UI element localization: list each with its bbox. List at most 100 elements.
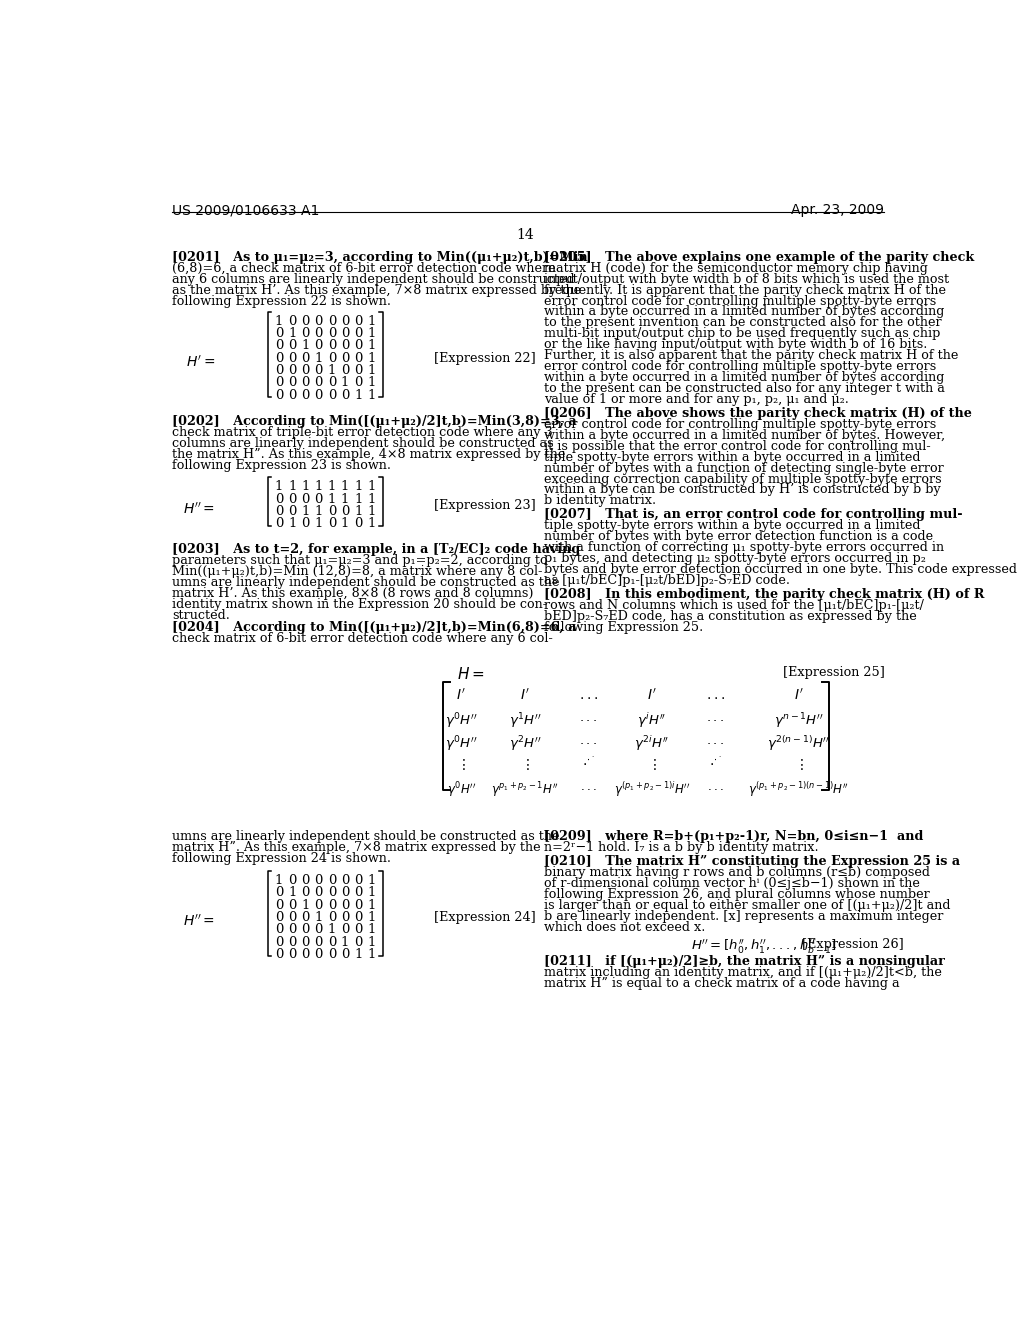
Text: 0: 0 [288, 376, 297, 389]
Text: $I'$: $I'$ [520, 688, 529, 704]
Text: 0: 0 [301, 936, 309, 949]
Text: 0: 0 [301, 886, 309, 899]
Text: frequently. It is apparent that the parity check matrix H of the: frequently. It is apparent that the pari… [544, 284, 946, 297]
Text: $\gamma^{2}H''$: $\gamma^{2}H''$ [509, 734, 541, 754]
Text: 14: 14 [516, 227, 534, 242]
Text: 0: 0 [341, 874, 349, 887]
Text: parameters such that μ₁=μ₂=3 and p₁=p₂=2, according to: parameters such that μ₁=μ₂=3 and p₁=p₂=2… [172, 554, 548, 568]
Text: to the present can be constructed also for any integer t with a: to the present can be constructed also f… [544, 381, 945, 395]
Text: 1: 1 [288, 886, 297, 899]
Text: 0: 0 [301, 351, 309, 364]
Text: 0: 0 [274, 492, 284, 506]
Text: columns are linearly independent should be constructed as: columns are linearly independent should … [172, 437, 554, 450]
Text: 1: 1 [301, 339, 309, 352]
Text: US 2009/0106633 A1: US 2009/0106633 A1 [172, 203, 319, 216]
Text: [0208]   In this embodiment, the parity check matrix (H) of R: [0208] In this embodiment, the parity ch… [544, 589, 985, 601]
Text: 0: 0 [354, 874, 362, 887]
Text: $H' =$: $H' =$ [185, 355, 215, 370]
Text: with a function of correcting μ₁ spotty-byte errors occurred in: with a function of correcting μ₁ spotty-… [544, 541, 944, 554]
Text: 0: 0 [354, 314, 362, 327]
Text: 1: 1 [301, 506, 309, 517]
Text: 0: 0 [314, 314, 323, 327]
Text: $...$: $...$ [707, 711, 725, 725]
Text: 1: 1 [368, 480, 376, 494]
Text: 1: 1 [354, 506, 362, 517]
Text: 1: 1 [288, 517, 297, 531]
Text: $\gamma^{2(n-1)}H''$: $\gamma^{2(n-1)}H''$ [767, 734, 829, 754]
Text: following Expression 23 is shown.: following Expression 23 is shown. [172, 458, 391, 471]
Text: 1: 1 [274, 480, 284, 494]
Text: $\vdots$: $\vdots$ [794, 758, 803, 772]
Text: number of bytes with a function of detecting single-byte error: number of bytes with a function of detec… [544, 462, 944, 475]
Text: [0209]   where R=b+(p₁+p₂-1)r, N=bn, 0≤i≤n−1  and: [0209] where R=b+(p₁+p₂-1)r, N=bn, 0≤i≤n… [544, 830, 924, 843]
Text: 0: 0 [288, 388, 297, 401]
Text: 1: 1 [354, 388, 362, 401]
Text: input/output with byte width b of 8 bits which is used the most: input/output with byte width b of 8 bits… [544, 273, 949, 285]
Text: 0: 0 [341, 388, 349, 401]
Text: 0: 0 [274, 376, 284, 389]
Text: 1: 1 [341, 376, 349, 389]
Text: 0: 0 [341, 911, 349, 924]
Text: $\gamma^{0}H''$: $\gamma^{0}H''$ [445, 734, 477, 754]
Text: 0: 0 [288, 364, 297, 378]
Text: [Expression 23]: [Expression 23] [434, 499, 536, 512]
Text: matrix including an identity matrix, and if [(μ₁+μ₂)/2]t<b, the: matrix including an identity matrix, and… [544, 966, 942, 979]
Text: 0: 0 [314, 948, 323, 961]
Text: $I'$: $I'$ [794, 688, 803, 704]
Text: value of 1 or more and for any p₁, p₂, μ₁ and μ₂.: value of 1 or more and for any p₁, p₂, μ… [544, 393, 849, 407]
Text: following Expression 26, and plural columns whose number: following Expression 26, and plural colu… [544, 888, 930, 902]
Text: 0: 0 [301, 376, 309, 389]
Text: 1: 1 [328, 364, 336, 378]
Text: $\gamma^{0}H''$: $\gamma^{0}H''$ [445, 711, 477, 731]
Text: 1: 1 [368, 492, 376, 506]
Text: 0: 0 [341, 327, 349, 341]
Text: 0: 0 [301, 388, 309, 401]
Text: following Expression 24 is shown.: following Expression 24 is shown. [172, 853, 391, 866]
Text: 1: 1 [368, 874, 376, 887]
Text: within a byte occurred in a limited number of bytes. However,: within a byte occurred in a limited numb… [544, 429, 945, 442]
Text: 0: 0 [354, 327, 362, 341]
Text: within a byte can be constructed by H’ is constructed by b by: within a byte can be constructed by H’ i… [544, 483, 941, 496]
Text: multi-bit input/output chip to be used frequently such as chip: multi-bit input/output chip to be used f… [544, 327, 941, 341]
Text: 1: 1 [368, 364, 376, 378]
Text: $...$: $...$ [580, 734, 598, 747]
Text: 0: 0 [274, 936, 284, 949]
Text: 1: 1 [341, 492, 349, 506]
Text: 0: 0 [274, 388, 284, 401]
Text: 0: 0 [274, 886, 284, 899]
Text: 0: 0 [354, 339, 362, 352]
Text: error control code for controlling multiple spotty-byte errors: error control code for controlling multi… [544, 418, 936, 430]
Text: 1: 1 [314, 911, 323, 924]
Text: 1: 1 [368, 351, 376, 364]
Text: $\cdot^{\cdot^\cdot}$: $\cdot^{\cdot^\cdot}$ [710, 758, 722, 771]
Text: $...$: $...$ [580, 711, 598, 725]
Text: 1: 1 [341, 517, 349, 531]
Text: following Expression 22 is shown.: following Expression 22 is shown. [172, 294, 391, 308]
Text: [Expression 26]: [Expression 26] [802, 939, 904, 952]
Text: matrix H’. As this example, 8×8 (8 rows and 8 columns): matrix H’. As this example, 8×8 (8 rows … [172, 587, 534, 601]
Text: check matrix of 6-bit error detection code where any 6 col-: check matrix of 6-bit error detection co… [172, 632, 553, 645]
Text: 1: 1 [368, 948, 376, 961]
Text: $...$: $...$ [708, 780, 724, 793]
Text: b identity matrix.: b identity matrix. [544, 495, 656, 507]
Text: 0: 0 [328, 376, 336, 389]
Text: Min((μ₁+μ₂)t,b)=Min (12,8)=8, a matrix where any 8 col-: Min((μ₁+μ₂)t,b)=Min (12,8)=8, a matrix w… [172, 565, 543, 578]
Text: error control code for controlling multiple spotty-byte errors: error control code for controlling multi… [544, 360, 936, 374]
Text: number of bytes with byte error detection function is a code: number of bytes with byte error detectio… [544, 531, 933, 544]
Text: 0: 0 [288, 936, 297, 949]
Text: it is possible that the error control code for controlling mul-: it is possible that the error control co… [544, 440, 931, 453]
Text: 1: 1 [354, 492, 362, 506]
Text: 1: 1 [314, 480, 323, 494]
Text: 0: 0 [341, 923, 349, 936]
Text: $\gamma^{0}H''$: $\gamma^{0}H''$ [446, 780, 476, 800]
Text: (6,8)=6, a check matrix of 6-bit error detection code where: (6,8)=6, a check matrix of 6-bit error d… [172, 261, 556, 275]
Text: 0: 0 [341, 948, 349, 961]
Text: 0: 0 [328, 506, 336, 517]
Text: 1: 1 [368, 388, 376, 401]
Text: $\gamma^{i}H''$: $\gamma^{i}H''$ [637, 711, 667, 730]
Text: 0: 0 [341, 364, 349, 378]
Text: 0: 0 [274, 899, 284, 912]
Text: 0: 0 [341, 506, 349, 517]
Text: 0: 0 [354, 364, 362, 378]
Text: 1: 1 [328, 923, 336, 936]
